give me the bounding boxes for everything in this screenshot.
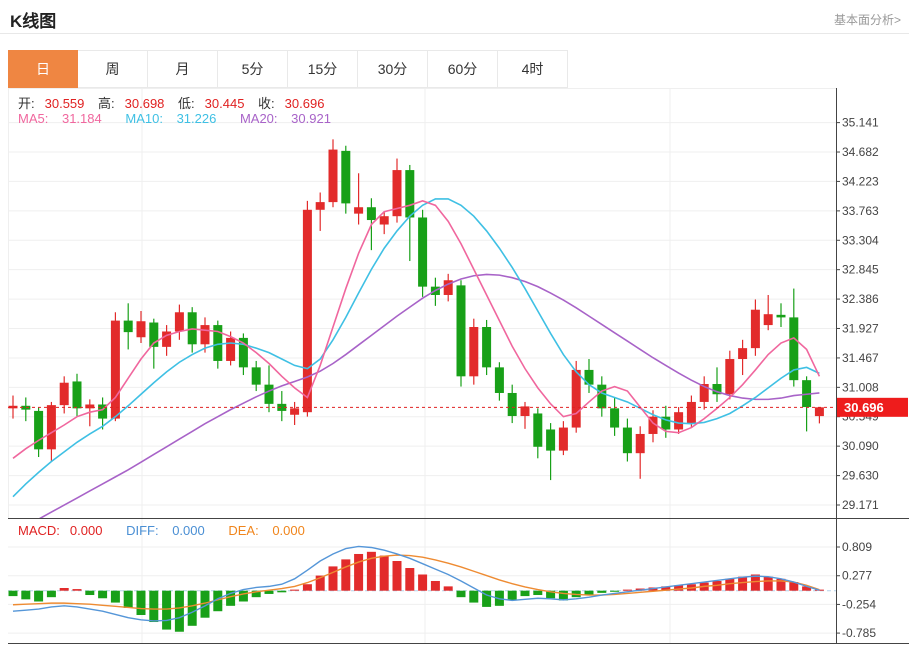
y-axis-label: 31.008 (842, 380, 879, 394)
ma20-label: MA20: 30.921 (239, 111, 331, 126)
tab-日[interactable]: 日 (8, 50, 78, 88)
tab-周[interactable]: 周 (78, 50, 148, 88)
close-value: 30.696 (284, 96, 325, 111)
y-axis-label: 0.809 (842, 540, 872, 554)
ma-readout: MA5: 31.184 MA10: 31.226 MA20: 30.921 (18, 111, 351, 126)
macd-readout: MACD: 0.000 DIFF: 0.000 DEA: 0.000 (18, 523, 325, 538)
y-axis-label: 34.682 (842, 145, 879, 159)
y-axis-label: -0.254 (842, 597, 876, 611)
low-label: 低: (178, 96, 195, 111)
fundamental-analysis-link[interactable]: 基本面分析> (833, 13, 901, 27)
y-axis-label: 33.763 (842, 204, 879, 218)
y-axis-label: -0.785 (842, 626, 876, 640)
y-axis-label: 0.277 (842, 569, 872, 583)
macd-value-label: MACD: 0.000 (18, 523, 103, 538)
y-axis-label: 32.386 (842, 292, 879, 306)
y-axis-label: 33.304 (842, 233, 879, 247)
tab-月[interactable]: 月 (148, 50, 218, 88)
y-axis-label: 32.845 (842, 263, 879, 277)
y-axis-label: 31.927 (842, 321, 879, 335)
open-label: 开: (18, 96, 35, 111)
diff-value-label: DIFF: 0.000 (126, 523, 205, 538)
tab-15分[interactable]: 15分 (288, 50, 358, 88)
close-label: 收: (258, 96, 275, 111)
ma5-label: MA5: 31.184 (18, 111, 102, 126)
interval-tabs: 日周月 5分 15分 30分 60分 4时 (8, 50, 568, 88)
dea-value-label: DEA: 0.000 (228, 523, 305, 538)
y-axis-label: 34.223 (842, 174, 879, 188)
tab-5分[interactable]: 5分 (218, 50, 288, 88)
high-label: 高: (98, 96, 115, 111)
ma10-label: MA10: 31.226 (125, 111, 217, 126)
low-value: 30.445 (204, 96, 245, 111)
y-axis-label: 35.141 (842, 116, 879, 130)
y-axis-label: 29.630 (842, 469, 879, 483)
page-title: K线图 (10, 12, 57, 31)
tab-60分[interactable]: 60分 (428, 50, 498, 88)
tab-30分[interactable]: 30分 (358, 50, 428, 88)
open-value: 30.559 (44, 96, 85, 111)
current-price-tag-text: 30.696 (844, 400, 884, 415)
tab-4时[interactable]: 4时 (498, 50, 568, 88)
high-value: 30.698 (124, 96, 165, 111)
y-axis-label: 30.090 (842, 439, 879, 453)
y-axis-label: 31.467 (842, 351, 879, 365)
header: K线图 基本面分析> (0, 0, 909, 34)
ohlc-readout: 开: 30.559 高: 30.698 低: 30.445 收: 30.696 (18, 93, 334, 112)
y-axis-label: 29.171 (842, 498, 879, 512)
current-price-tag (837, 397, 908, 417)
